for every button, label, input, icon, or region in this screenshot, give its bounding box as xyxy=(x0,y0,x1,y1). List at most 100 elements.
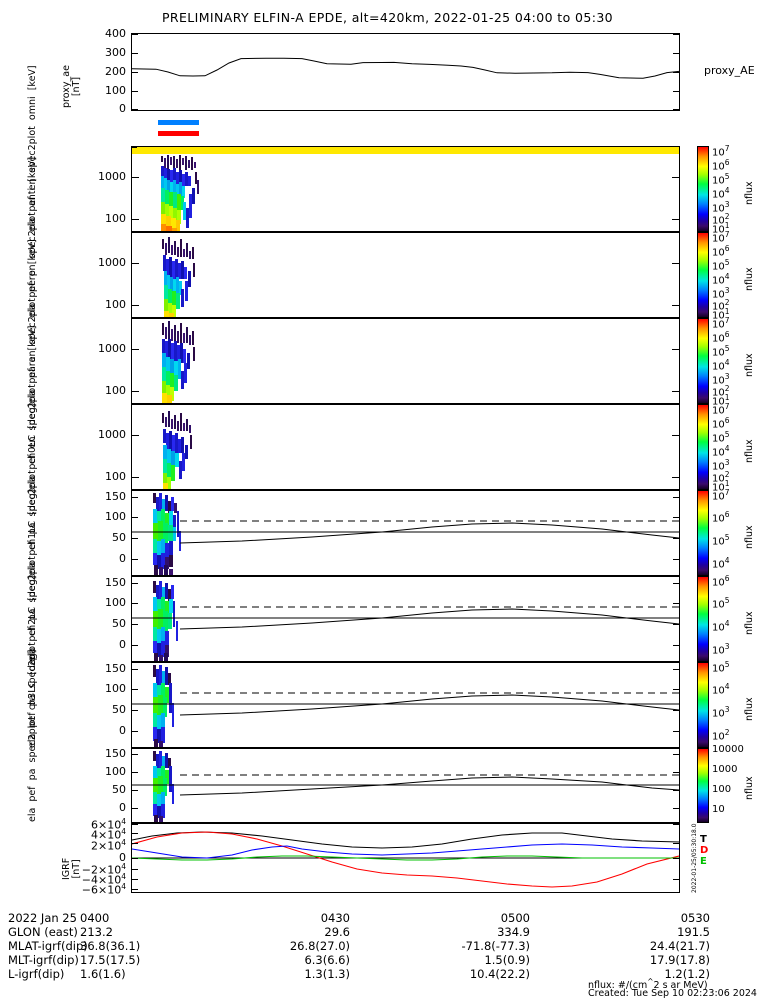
footer-lshell-t2: 10.4(22.2) xyxy=(469,967,530,981)
ytick-perp-1000: 1000 xyxy=(98,342,126,355)
ylabel-line: anti xyxy=(27,187,38,207)
proxy-ae-right-label: proxy_AE xyxy=(704,64,755,77)
cbtick-omni-4: 104 xyxy=(712,186,730,201)
loss-cone-lines-ch1lc xyxy=(132,606,679,630)
spectrogram-data-omni xyxy=(161,155,199,231)
footer-mlt-t2: 1.5(0.9) xyxy=(484,953,530,967)
cbtick-para-4: 104 xyxy=(712,444,730,459)
igrf-legend-D: D xyxy=(700,845,709,856)
panel-pa-ch0lc xyxy=(131,490,680,576)
colorbar-para xyxy=(697,404,709,490)
colorbar-omni xyxy=(697,146,709,232)
cbtick-para-7: 107 xyxy=(712,402,730,417)
colorbar-ch3lc-label: nflux xyxy=(744,776,755,800)
ylabel-line: para xyxy=(27,356,38,379)
panel-en-anti xyxy=(131,232,680,318)
ylabel-line: [keV] xyxy=(27,65,38,91)
ytick-ch0lc-0: 0 xyxy=(119,552,126,565)
ylabel-line: ch2LC xyxy=(27,606,38,637)
footer-lshell-t3: 1.2(1.2) xyxy=(664,967,710,981)
spectrogram-data-ch3lc xyxy=(153,751,174,822)
cbtick-anti-4: 104 xyxy=(712,272,730,287)
ytick-perp-100: 100 xyxy=(105,384,126,397)
ylabel-line: omni xyxy=(27,96,38,121)
footer-date-t2: 0500 xyxy=(500,911,530,925)
cbtick-ch3lc-10: 10 xyxy=(712,804,725,815)
ytick-ch1lc-50: 50 xyxy=(112,617,126,630)
ylabel-line: [deg] xyxy=(27,403,38,429)
footer-mlt-t0: 17.5(17.5) xyxy=(80,953,141,967)
footer-date-t0: 0400 xyxy=(80,911,110,925)
ytick-igrf-p2: 2×104 xyxy=(91,838,126,853)
loss-cone-lines-ch3lc xyxy=(132,774,679,796)
ytick-omni-1000: 1000 xyxy=(98,170,126,183)
ytick-proxy-ae-200: 200 xyxy=(105,65,126,78)
cbtick-perp-2: 102 xyxy=(712,384,730,399)
ylabel-line: [deg] xyxy=(27,649,38,675)
footer-glon-t1: 29.6 xyxy=(324,925,350,939)
cbtick-omni-5: 105 xyxy=(712,172,730,187)
footer-mlat-t3: 24.4(21.7) xyxy=(649,939,710,953)
ytick-ch2lc-150: 150 xyxy=(105,662,126,675)
ylabel-line: pef xyxy=(27,786,38,802)
footer-date-t3: 0530 xyxy=(680,911,710,925)
colorbar-omni-label: nflux xyxy=(744,181,755,205)
red-bar xyxy=(158,131,199,136)
panel-pa-ch3lc-ylabel: ela pef pa spec2plot ch3LC [deg] xyxy=(27,649,38,823)
colorbar-perp xyxy=(697,318,709,404)
ytick-ch1lc-0: 0 xyxy=(119,638,126,651)
cbtick-ch1lc-5: 105 xyxy=(712,596,730,611)
ylabel-line: perp xyxy=(27,270,38,293)
panel-pa-ch1lc xyxy=(131,576,680,662)
ylabel-line: ch0LC xyxy=(27,434,38,465)
footer-glon-t0: 213.2 xyxy=(80,925,113,939)
cbtick-ch3lc-1000: 1000 xyxy=(712,764,738,775)
cbtick-perp-1: 101 xyxy=(712,393,730,408)
cbtick-ch3lc-100: 100 xyxy=(712,784,732,795)
footer-mlat-t1: 26.8(27.0) xyxy=(289,939,350,953)
ytick-igrf-m2: −2×104 xyxy=(81,862,126,877)
ytick-para-100: 100 xyxy=(105,470,126,483)
ytick-ch0lc-150: 150 xyxy=(105,490,126,503)
cbtick-ch1lc-6: 106 xyxy=(712,574,730,589)
page-title: PRELIMINARY ELFIN-A EPDE, alt=420km, 202… xyxy=(161,10,614,25)
ytick-para-1000: 1000 xyxy=(98,428,126,441)
yellow-band xyxy=(132,147,679,154)
ytick-omni-100: 100 xyxy=(105,212,126,225)
panel-proxy-ae xyxy=(131,33,680,111)
ylabel-line: [keV] xyxy=(27,325,38,351)
cbtick-omni-3: 103 xyxy=(712,200,730,215)
ylabel-line: [keV] xyxy=(27,156,38,182)
ylabel-line: ch1LC xyxy=(27,520,38,551)
cbtick-ch2lc-5: 105 xyxy=(712,660,730,675)
cbtick-para-6: 106 xyxy=(712,416,730,431)
spectrogram-data-ch2lc xyxy=(153,665,174,747)
cbtick-ch0lc-4: 104 xyxy=(712,556,730,571)
cbtick-anti-1: 101 xyxy=(712,307,730,322)
colorbar-ch1lc-label: nflux xyxy=(744,611,755,635)
ytick-ch1lc-150: 150 xyxy=(105,576,126,589)
ytick-anti-100: 100 xyxy=(105,298,126,311)
ytick-proxy-ae-100: 100 xyxy=(105,84,126,97)
ylabel-line: [deg] xyxy=(27,575,38,601)
ytick-ch0lc-50: 50 xyxy=(112,531,126,544)
ytick-ch3lc-50: 50 xyxy=(112,783,126,796)
footer-glon-t3: 191.5 xyxy=(677,925,710,939)
ylabel-line: ela xyxy=(27,807,38,822)
ytick-ch0lc-100: 100 xyxy=(105,510,126,523)
nflux-units-note: nflux: #/(cm^2 s ar MeV) xyxy=(588,977,708,992)
panel-pa-ch3lc xyxy=(131,748,680,823)
cbtick-ch2lc-4: 104 xyxy=(712,682,730,697)
cbtick-anti-7: 107 xyxy=(712,230,730,245)
colorbar-ch1lc xyxy=(697,576,709,662)
cbtick-perp-3: 103 xyxy=(712,372,730,387)
footer-label-lshell: L-igrf(dip) xyxy=(8,967,65,981)
colorbar-perp-label: nflux xyxy=(744,353,755,377)
colorbar-ch2lc-label: nflux xyxy=(744,697,755,721)
ytick-igrf-m4: −4×104 xyxy=(81,872,126,887)
footer-mlat-t2: -71.8(-77.3) xyxy=(461,939,530,953)
cbtick-para-1: 101 xyxy=(712,479,730,494)
cbtick-omni-2: 102 xyxy=(712,212,730,227)
ytick-ch3lc-100: 100 xyxy=(105,765,126,778)
colorbar-anti-label: nflux xyxy=(744,267,755,291)
